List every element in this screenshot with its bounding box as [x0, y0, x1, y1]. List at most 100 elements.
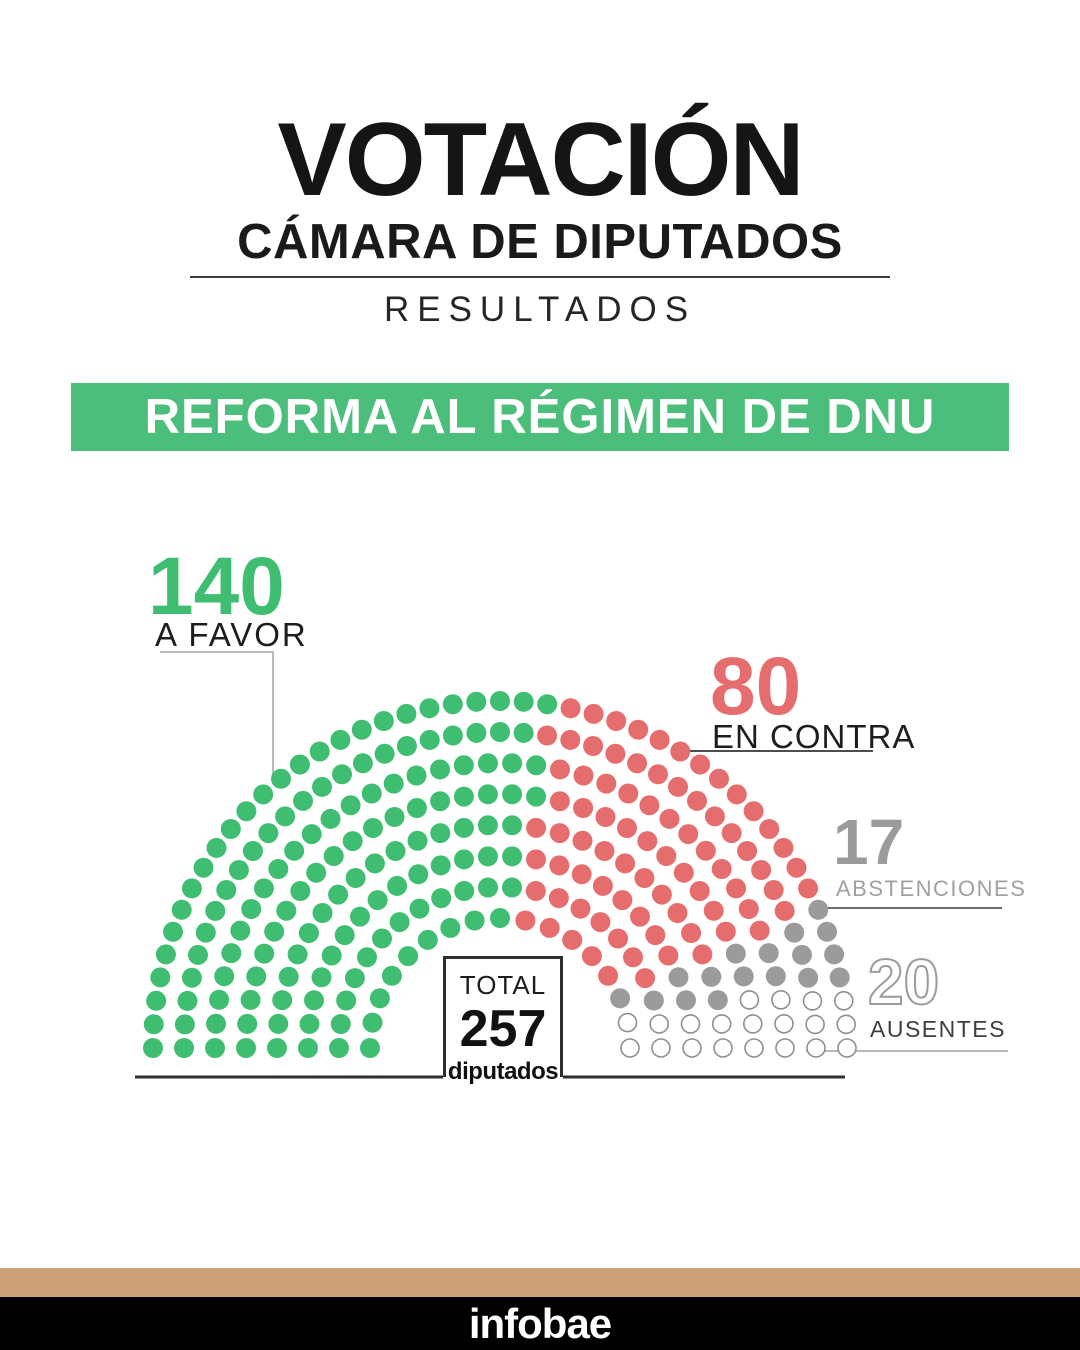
seat-dot	[174, 1014, 195, 1035]
seat-dot	[230, 920, 251, 941]
seat-dot	[513, 722, 534, 743]
seat-dot	[806, 1038, 826, 1058]
infobae-logo: infobae	[468, 1299, 612, 1347]
seat-dot	[635, 968, 656, 989]
seat-dot	[759, 819, 780, 839]
seat-dot	[617, 1012, 638, 1033]
seat-dot	[336, 990, 357, 1011]
seat-dot	[453, 755, 474, 776]
seat-dot	[430, 791, 451, 812]
seat-dot	[181, 967, 202, 988]
seat-dot	[550, 759, 570, 780]
seat-dot	[590, 912, 611, 933]
favor-count: 140	[148, 541, 285, 632]
seat-dot	[539, 917, 560, 938]
seat-dot	[549, 791, 570, 812]
seat-dot	[254, 943, 275, 964]
seat-dot	[668, 967, 689, 988]
seat-dot	[833, 990, 854, 1011]
seat-dot	[725, 943, 746, 964]
seat-dot	[687, 790, 707, 811]
seat-dot	[171, 899, 192, 920]
seat-dot	[351, 719, 372, 740]
seat-dot	[667, 903, 688, 923]
seat-dot	[406, 798, 427, 818]
seat-dot	[419, 729, 440, 750]
seat-dot	[560, 698, 581, 719]
seat-dot	[398, 946, 419, 967]
total-value: 257	[459, 999, 547, 1058]
seat-dot	[253, 784, 274, 805]
seat-dot	[798, 967, 819, 988]
seat-dot	[608, 928, 628, 949]
seat-dot	[682, 1038, 702, 1058]
seat-dot	[267, 1038, 287, 1058]
seat-dot	[829, 967, 850, 988]
seat-dot	[350, 906, 370, 927]
seat-dot	[155, 944, 176, 965]
seat-dot	[374, 743, 395, 764]
seat-dot	[615, 853, 636, 874]
seat-dots-group	[143, 691, 857, 1058]
seat-dot	[648, 764, 668, 785]
seat-dot	[704, 806, 725, 827]
seat-dot	[771, 989, 791, 1010]
seat-dot	[464, 910, 485, 931]
footer-band: infobae	[0, 1297, 1080, 1350]
seat-dot	[502, 784, 523, 805]
seat-dot	[150, 967, 171, 988]
seat-dot	[774, 1013, 794, 1034]
seat-dot	[805, 1014, 825, 1035]
seat-dot	[389, 912, 410, 933]
seat-dot	[276, 900, 297, 921]
seat-dot	[651, 884, 672, 905]
seat-dot	[381, 965, 402, 986]
seat-dot	[287, 944, 308, 965]
seat-dot	[298, 1038, 318, 1058]
page-subtitle: CÁMARA DE DIPUTADOS	[237, 215, 843, 269]
seat-dot	[272, 990, 293, 1011]
seat-dot	[670, 741, 691, 762]
seat-dot	[396, 736, 417, 756]
seat-dot	[490, 908, 510, 928]
ausentes-label: AUSENTES	[870, 1016, 1006, 1042]
seat-dot	[220, 819, 241, 839]
seat-dot	[387, 875, 408, 896]
seat-dot	[290, 881, 311, 901]
seat-dot	[526, 817, 547, 838]
seat-dot	[690, 754, 711, 775]
seat-dot	[383, 773, 404, 794]
seat-dot	[361, 783, 382, 804]
seat-dot	[502, 753, 523, 774]
seat-dot	[758, 943, 779, 964]
seat-dot	[595, 807, 616, 827]
seat-dot	[695, 840, 716, 861]
seat-dot	[537, 694, 558, 715]
seat-dot	[570, 898, 591, 919]
seat-dot	[742, 1014, 763, 1034]
seat-dot	[334, 925, 355, 946]
seat-dot	[515, 910, 536, 931]
seat-dot	[417, 929, 438, 950]
seat-dot	[453, 786, 474, 807]
seat-dot	[289, 754, 310, 775]
seat-dot	[258, 823, 279, 844]
seat-dot	[293, 790, 313, 811]
seat-dot	[466, 691, 487, 712]
seat-dot	[477, 815, 498, 836]
seat-dot	[236, 1038, 256, 1058]
seat-dot	[617, 818, 637, 838]
seat-dot	[275, 806, 296, 827]
seat-dot	[592, 875, 613, 896]
contra-count: 80	[710, 641, 802, 732]
seat-dot	[594, 841, 615, 861]
seat-dot	[645, 925, 666, 946]
seat-dot	[605, 743, 626, 764]
seat-dot	[329, 1038, 349, 1058]
seat-dot	[344, 968, 365, 989]
seat-dot	[726, 784, 747, 805]
seat-dot	[751, 860, 772, 880]
seat-dot	[802, 991, 823, 1011]
seat-dot	[490, 722, 510, 742]
